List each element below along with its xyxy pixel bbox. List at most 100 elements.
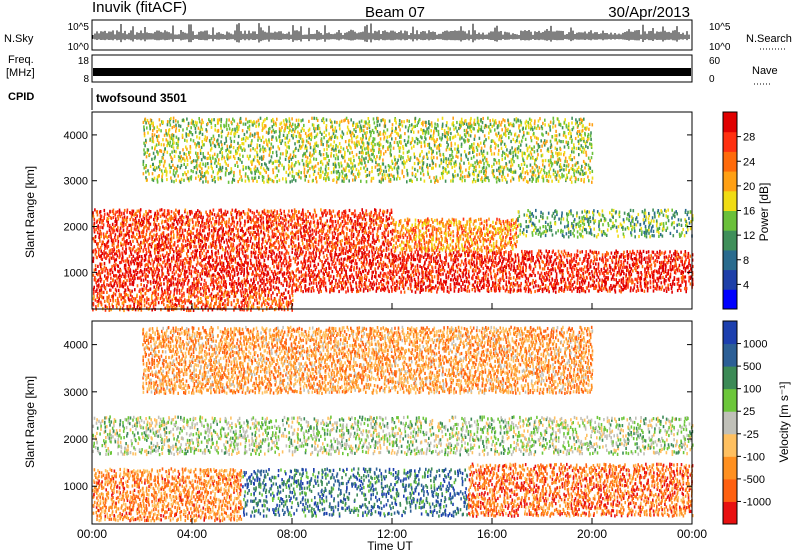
heatmap-cell	[552, 249, 554, 253]
heatmap-cell	[402, 279, 404, 283]
heatmap-cell	[215, 227, 217, 231]
heatmap-cell	[126, 270, 128, 274]
heatmap-cell	[574, 263, 577, 268]
heatmap-cell	[227, 252, 229, 256]
heatmap-cell	[254, 250, 257, 254]
heatmap-cell	[106, 224, 109, 228]
heatmap-cell	[136, 276, 139, 280]
heatmap-cell	[170, 230, 173, 234]
heatmap-cell	[209, 217, 211, 221]
heatmap-cell	[193, 280, 195, 284]
heatmap-cell	[104, 274, 106, 278]
heatmap-cell	[683, 279, 686, 283]
heatmap-cell	[98, 237, 101, 241]
heatmap-cell	[637, 258, 639, 262]
heatmap-cell	[524, 273, 527, 278]
heatmap-cell	[671, 284, 673, 289]
heatmap-cell	[403, 290, 406, 294]
heatmap-cell	[176, 267, 179, 271]
heatmap-cell	[117, 217, 120, 221]
heatmap-cell	[231, 221, 234, 225]
heatmap-cell	[664, 270, 667, 274]
heatmap-cell	[99, 210, 102, 214]
heatmap-cell	[211, 288, 214, 292]
heatmap-cell	[164, 275, 166, 279]
heatmap-cell	[656, 250, 658, 254]
heatmap-cell	[203, 264, 206, 268]
heatmap-cell	[272, 249, 274, 253]
heatmap-cell	[208, 227, 210, 231]
heatmap-cell	[289, 272, 292, 276]
heatmap-cell	[258, 251, 261, 255]
heatmap-cell	[196, 281, 199, 285]
heatmap-cell	[669, 275, 672, 279]
heatmap-cell	[276, 226, 278, 230]
heatmap-cell	[220, 210, 223, 214]
heatmap-cell	[145, 274, 148, 278]
heatmap-cell	[254, 289, 256, 293]
heatmap-cell	[203, 257, 205, 262]
heatmap-cell	[185, 276, 188, 280]
heatmap-cell	[654, 279, 657, 283]
heatmap-cell	[615, 249, 617, 253]
heatmap-cell	[270, 269, 273, 274]
heatmap-cell	[167, 227, 170, 231]
heatmap-cell	[303, 231, 306, 235]
heatmap-cell	[273, 276, 276, 280]
heatmap-cell	[369, 283, 371, 287]
heatmap-cell	[150, 254, 152, 258]
heatmap-cell	[274, 287, 276, 291]
heatmap-cell	[301, 262, 304, 266]
heatmap-cell	[218, 220, 220, 224]
heatmap-cell	[98, 283, 100, 287]
heatmap-cell	[166, 262, 168, 266]
heatmap-cell	[278, 280, 281, 284]
heatmap-cell	[141, 231, 143, 235]
heatmap-cell	[538, 260, 541, 264]
heatmap-cell	[554, 278, 556, 283]
heatmap-cell	[242, 290, 244, 294]
heatmap-cell	[639, 260, 641, 264]
heatmap-cell	[126, 239, 128, 243]
heatmap-cell	[400, 280, 403, 284]
heatmap-cell	[144, 264, 147, 268]
heatmap-cell	[302, 217, 304, 221]
heatmap-cell	[407, 258, 409, 262]
heatmap-cell	[156, 237, 158, 241]
heatmap-cell	[384, 272, 387, 276]
heatmap-cell	[378, 282, 380, 286]
heatmap-cell	[235, 226, 237, 230]
heatmap-cell	[685, 290, 687, 294]
heatmap-cell	[158, 235, 160, 239]
heatmap-cell	[202, 245, 204, 249]
heatmap-cell	[670, 268, 672, 272]
heatmap-cell	[243, 267, 245, 272]
heatmap-cell	[238, 243, 240, 247]
heatmap-cell	[603, 271, 605, 275]
heatmap-cell	[587, 257, 589, 262]
heatmap-cell	[250, 266, 252, 270]
heatmap-cell	[554, 280, 556, 284]
heatmap-cell	[291, 235, 293, 239]
heatmap-cell	[103, 208, 106, 213]
heatmap-cell	[207, 285, 209, 289]
heatmap-cell	[307, 273, 310, 277]
heatmap-cell	[391, 261, 394, 265]
heatmap-cell	[131, 248, 134, 252]
heatmap-cell	[269, 242, 272, 246]
heatmap-cell	[189, 256, 192, 260]
heatmap-cell	[176, 235, 178, 239]
heatmap-cell	[403, 256, 405, 260]
heatmap-cell	[326, 229, 329, 233]
heatmap-cell	[527, 251, 530, 255]
heatmap-cell	[351, 273, 353, 277]
heatmap-cell	[182, 246, 184, 250]
heatmap-cell	[440, 278, 442, 282]
heatmap-cell	[247, 245, 249, 250]
heatmap-cell	[275, 272, 277, 276]
heatmap-cell	[263, 208, 266, 212]
heatmap-cell	[300, 280, 302, 284]
heatmap-cell	[106, 244, 108, 248]
heatmap-cell	[603, 264, 606, 268]
heatmap-cell	[205, 281, 207, 285]
